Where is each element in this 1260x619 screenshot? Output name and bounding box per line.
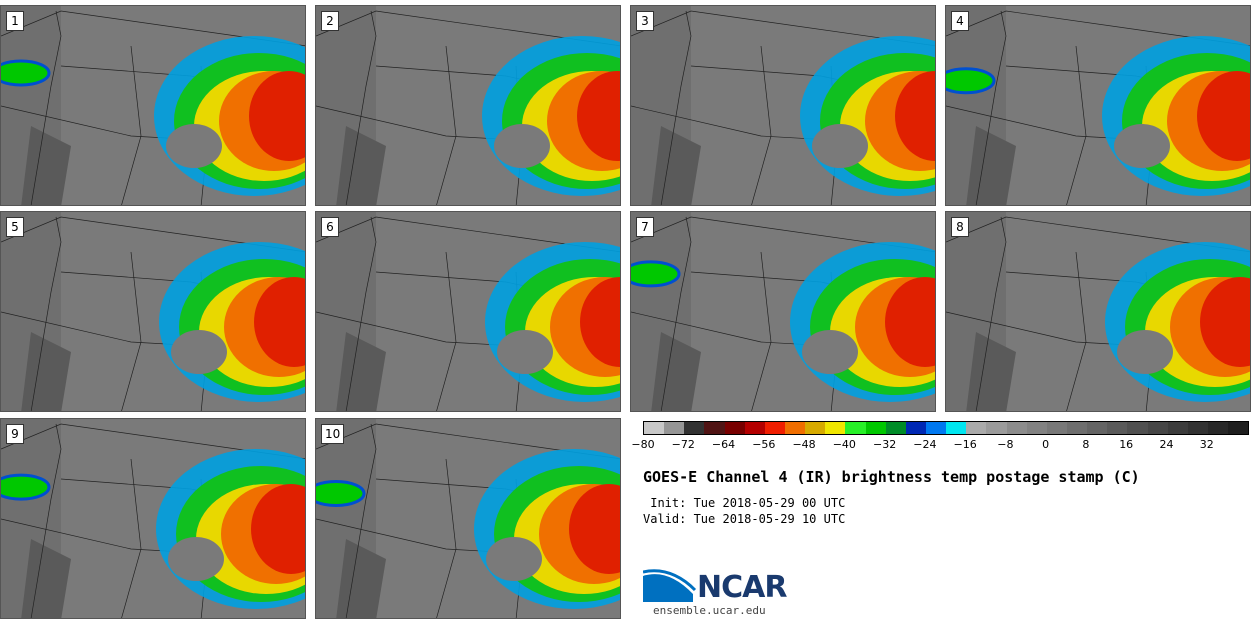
colorbar-segment [1127, 422, 1148, 434]
site-url: ensemble.ucar.edu [653, 604, 766, 617]
map-panel: 7 [630, 211, 936, 412]
colorbar-tick-label: −64 [711, 438, 736, 451]
map-panel: 8 [945, 211, 1251, 412]
map-panel: 10 [315, 418, 621, 619]
colorbar-segment [644, 422, 665, 434]
valid-time: Valid: Tue 2018-05-29 10 UTC [643, 512, 846, 526]
map-panel: 6 [315, 211, 621, 412]
colorbar-segment [1087, 422, 1108, 434]
colorbar-segment [704, 422, 725, 434]
colorbar-tick-label: −80 [631, 438, 655, 451]
colorbar-tick-label: −56 [752, 438, 776, 451]
panel-number-label: 9 [6, 424, 24, 444]
logo-text: NCAR [697, 570, 787, 605]
colorbar-tick-label: −8 [997, 438, 1014, 451]
colorbar-segment [905, 422, 926, 434]
colorbar-segment [885, 422, 906, 434]
colorbar-segment [986, 422, 1007, 434]
colorbar-segment [1066, 422, 1088, 434]
colorbar-segment [825, 422, 846, 434]
panel-number-label: 5 [6, 217, 24, 237]
colorbar-segment [1207, 422, 1229, 434]
colorbar-segment [1107, 422, 1128, 434]
panel-number-label: 1 [6, 11, 24, 31]
colorbar [643, 421, 1249, 435]
colorbar-tick-label: 16 [1119, 438, 1134, 451]
colorbar-segment [845, 422, 866, 434]
colorbar-segment [1006, 422, 1027, 434]
colorbar-tick-label: −48 [792, 438, 816, 451]
colorbar-tick-label: −24 [913, 438, 937, 451]
colorbar-segment [925, 422, 947, 434]
colorbar-segment [805, 422, 826, 434]
colorbar-tick-label: −40 [832, 438, 856, 451]
colorbar-segment [744, 422, 765, 434]
figure-title: GOES-E Channel 4 (IR) brightness temp po… [643, 468, 1140, 486]
panel-number-label: 6 [321, 217, 339, 237]
map-panel: 1 [0, 5, 306, 206]
colorbar-segment [1228, 422, 1249, 434]
colorbar-tick-label: −32 [872, 438, 897, 451]
colorbar-tick-label: 24 [1159, 438, 1174, 451]
panel-number-label: 10 [321, 424, 345, 444]
colorbar-segment [946, 422, 967, 434]
colorbar-segment [1187, 422, 1208, 434]
panel-number-label: 3 [636, 11, 654, 31]
colorbar-segment [966, 422, 987, 434]
panel-number-label: 4 [951, 11, 969, 31]
init-time: Init: Tue 2018-05-29 00 UTC [643, 496, 846, 510]
colorbar-segment [1026, 422, 1047, 434]
map-panel: 4 [945, 5, 1251, 206]
colorbar-tick-label: 8 [1082, 438, 1090, 451]
map-panel: 2 [315, 5, 621, 206]
colorbar-segment [684, 422, 705, 434]
colorbar-ticks: −80 −72 −64 −56 −48 −40 −32 −24 −16 −8 0 8 16 24 32 [631, 438, 1247, 454]
map-panel: 5 [0, 211, 306, 412]
colorbar-tick-label: 0 [1042, 438, 1050, 451]
colorbar-segment [1147, 422, 1168, 434]
panel-number-label: 8 [951, 217, 969, 237]
colorbar-tick-label: −16 [953, 438, 977, 451]
map-panel: 9 [0, 418, 306, 619]
colorbar-segment [664, 422, 685, 434]
colorbar-segment [724, 422, 745, 434]
panel-number-label: 2 [321, 11, 339, 31]
colorbar-segment [1167, 422, 1188, 434]
colorbar-segment [1046, 422, 1067, 434]
map-panel: 3 [630, 5, 936, 206]
colorbar-tick-label: 32 [1199, 438, 1214, 451]
colorbar-tick-label: −72 [671, 438, 695, 451]
ncar-logo-icon [643, 569, 697, 602]
colorbar-segment [865, 422, 886, 434]
panel-number-label: 7 [636, 217, 654, 237]
colorbar-segment [784, 422, 806, 434]
colorbar-segment [764, 422, 785, 434]
